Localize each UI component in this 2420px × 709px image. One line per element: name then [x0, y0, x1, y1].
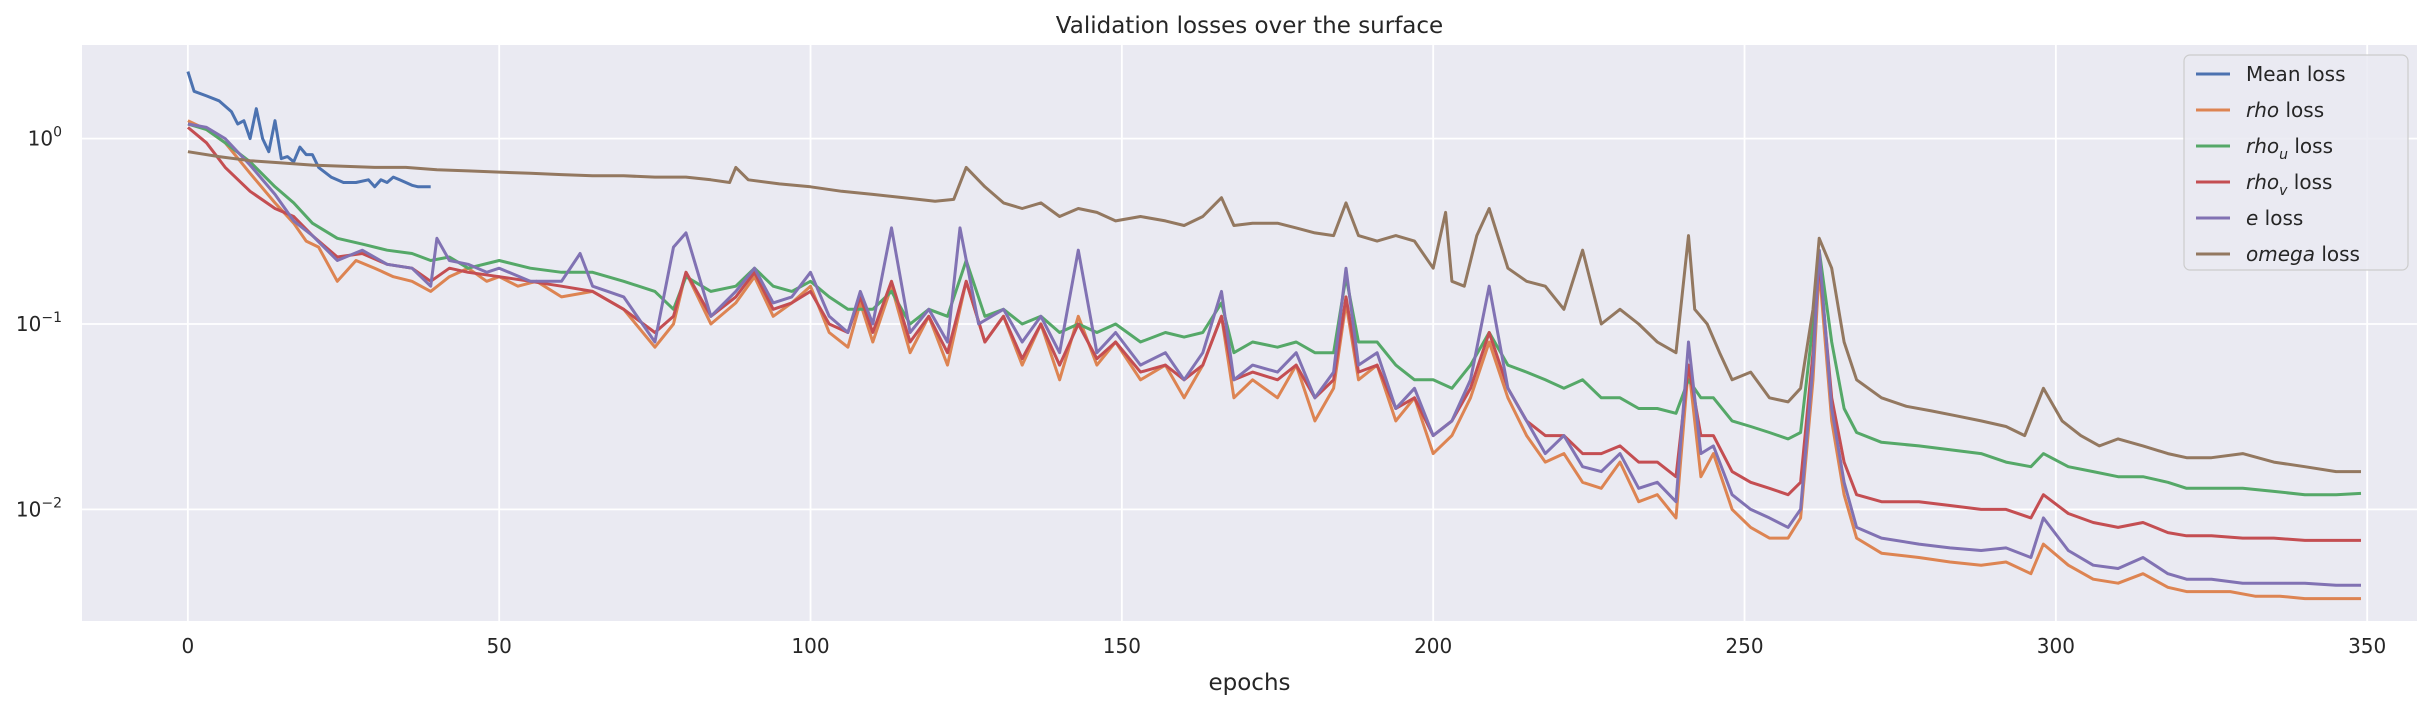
legend-label: rhov loss — [2246, 170, 2332, 199]
x-tick-label: 200 — [1414, 634, 1452, 658]
legend-label: e loss — [2246, 206, 2303, 230]
series-line-2 — [187, 122, 2362, 497]
chart-title: Validation losses over the surface — [1056, 13, 1443, 39]
y-axis-ticks: 10−2 10−1 100 — [16, 125, 62, 522]
x-tick-label: 350 — [2348, 634, 2386, 658]
series-line-4 — [187, 122, 2361, 587]
series-line-5 — [187, 150, 2361, 474]
y-tick-label: 10−2 — [16, 495, 62, 521]
series-line-0 — [186, 71, 431, 189]
plot-area — [82, 45, 2417, 621]
x-tick-label: 250 — [1725, 634, 1763, 658]
x-tick-label: 150 — [1103, 634, 1141, 658]
x-tick-label: 50 — [486, 634, 511, 658]
x-tick-label: 300 — [2037, 634, 2075, 658]
y-tick-label: 100 — [28, 125, 62, 151]
y-tick-label: 10−1 — [16, 310, 62, 336]
x-tick-label: 0 — [181, 634, 194, 658]
legend-label: omega loss — [2246, 242, 2360, 266]
legend-box — [2183, 54, 2409, 271]
legend-label: rhou loss — [2246, 134, 2333, 163]
x-tick-label: 100 — [791, 634, 829, 658]
x-axis-ticks: 0 50 100 150 200 250 300 350 — [181, 634, 2386, 658]
legend-label: Mean loss — [2246, 62, 2345, 86]
series-line-3 — [186, 126, 2361, 542]
legend: Mean loss rho loss rhou loss rhov loss e los… — [2183, 54, 2409, 271]
series-line-1 — [187, 119, 2361, 601]
series-lines — [186, 71, 2362, 601]
legend-label: rho loss — [2246, 98, 2324, 122]
x-axis-label: epochs — [1208, 670, 1290, 696]
